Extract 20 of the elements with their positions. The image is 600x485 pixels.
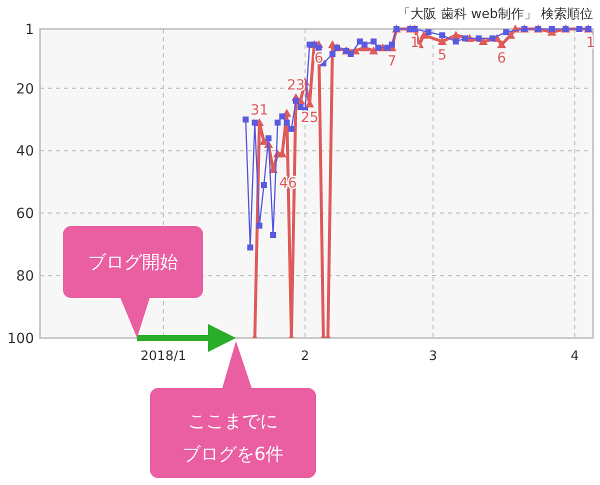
x-tick-label: 4 — [570, 349, 579, 364]
y-tick-label: 40 — [16, 144, 34, 160]
data-label: 6 — [497, 50, 506, 67]
x-tick-label: 2 — [300, 349, 310, 364]
text: ここまでに — [188, 411, 278, 432]
data-label: 7 — [387, 54, 396, 70]
data-label: 31 — [250, 102, 268, 119]
y-tick-label: 1 — [25, 22, 34, 38]
y-tick-label: 60 — [16, 206, 34, 222]
y-tick-label: 100 — [7, 331, 34, 347]
data-label: 5 — [438, 47, 447, 64]
x-tick-label: 2018/1 — [140, 349, 186, 364]
x-tick-label: 3 — [428, 349, 438, 364]
data-label: 1 — [586, 35, 595, 51]
y-tick-label: 80 — [16, 268, 34, 285]
data-label: 25 — [300, 110, 319, 126]
text: ブログを6件 — [182, 444, 284, 465]
chart-title: 「大阪 歯科 web制作」 検索順位 — [398, 7, 593, 22]
annotation: ブログ開始 — [88, 252, 178, 273]
y-tick-label: 20 — [16, 81, 34, 98]
